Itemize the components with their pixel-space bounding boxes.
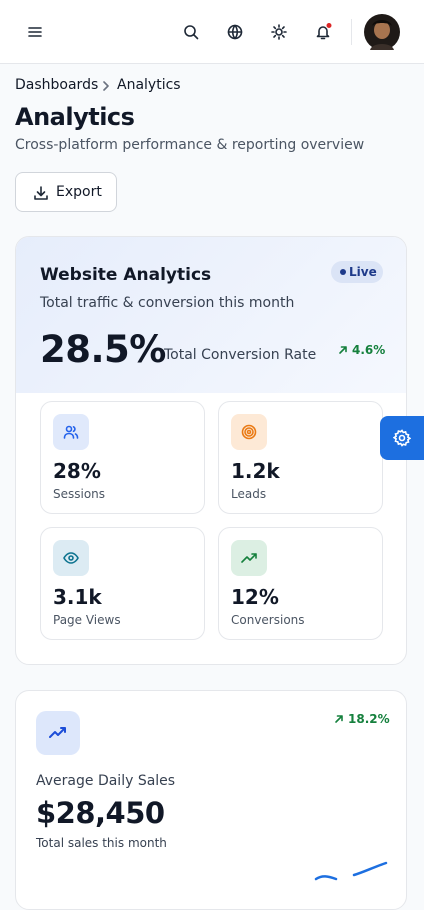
- stat-value: 12%: [231, 585, 279, 609]
- stat-label: Page Views: [53, 613, 121, 627]
- website-analytics-card: Website Analytics Live Total traffic & c…: [15, 236, 407, 665]
- stat-icon-bg: [53, 540, 89, 576]
- export-label: Export: [56, 184, 102, 200]
- stat-value: 1.2k: [231, 459, 280, 483]
- breadcrumb-separator: [103, 81, 109, 91]
- stat-label: Leads: [231, 487, 267, 501]
- export-icon: [34, 186, 48, 200]
- conversion-change: 4.6%: [352, 343, 386, 357]
- stat-value: 28%: [53, 459, 101, 483]
- notifications-button[interactable]: [315, 23, 333, 41]
- card-title: Website Analytics: [40, 265, 212, 285]
- sales-title: Average Daily Sales: [36, 773, 176, 789]
- settings-button[interactable]: [380, 416, 424, 460]
- stat-icon-bg: [53, 414, 89, 450]
- trend-up-icon: [335, 715, 343, 723]
- breadcrumb-current: Analytics: [117, 77, 181, 93]
- settings-icon: [393, 429, 411, 447]
- conversions-icon: [241, 553, 257, 563]
- stat-tile: 28% Sessions: [40, 401, 205, 514]
- page-subtitle: Cross-platform performance & reporting o…: [15, 137, 365, 153]
- language-button[interactable]: [227, 24, 243, 40]
- sales-subtitle: Total sales this month: [36, 836, 167, 850]
- menu-button[interactable]: [27, 24, 43, 40]
- stat-value: 3.1k: [53, 585, 102, 609]
- card-subtitle: Total traffic & conversion this month: [40, 295, 295, 311]
- sales-card: 18.2% Average Daily Sales $28,450 Total …: [15, 690, 407, 910]
- stat-tile: 12% Conversions: [218, 527, 383, 640]
- sales-sparkline: [314, 861, 388, 881]
- page-views-icon: [63, 552, 79, 564]
- sessions-icon: [63, 425, 79, 439]
- trend-up-icon: [339, 346, 347, 354]
- stat-label: Conversions: [231, 613, 305, 627]
- live-dot: [340, 269, 346, 275]
- stat-icon-bg: [231, 414, 267, 450]
- live-badge: Live: [331, 261, 383, 283]
- top-bar: [0, 0, 424, 64]
- search-button[interactable]: [183, 24, 199, 40]
- live-label: Live: [349, 265, 377, 279]
- avatar[interactable]: [364, 14, 400, 50]
- page-title: Analytics: [15, 103, 135, 131]
- stat-tile: 3.1k Page Views: [40, 527, 205, 640]
- theme-button[interactable]: [271, 24, 287, 40]
- stat-tile: 1.2k Leads: [218, 401, 383, 514]
- conversion-rate: 28.5%: [40, 328, 166, 371]
- leads-icon: [241, 424, 257, 440]
- sales-icon-bg: [36, 711, 80, 755]
- conversion-rate-label: Total Conversion Rate: [164, 347, 317, 363]
- sales-icon: [49, 727, 66, 738]
- divider: [351, 19, 352, 45]
- sales-change: 18.2%: [348, 712, 390, 726]
- stat-label: Sessions: [53, 487, 106, 501]
- export-button[interactable]: Export: [15, 172, 117, 212]
- sales-value: $28,450: [36, 796, 165, 830]
- breadcrumb-link[interactable]: Dashboards: [15, 77, 99, 93]
- stat-icon-bg: [231, 540, 267, 576]
